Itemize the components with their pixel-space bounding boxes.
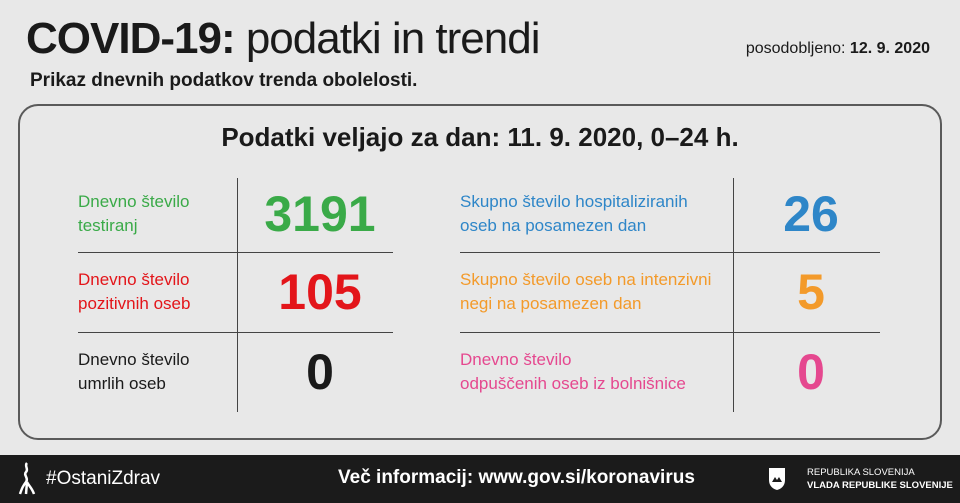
divider: [78, 332, 393, 333]
stat-value: 105: [278, 264, 362, 320]
stat-label: Dnevno število testiranj: [78, 190, 190, 238]
stat-label-line: odpuščenih oseb iz bolnišnice: [460, 374, 686, 393]
data-panel: [18, 104, 942, 440]
coat-of-arms-icon: [769, 468, 785, 490]
gov-line2: VLADA REPUBLIKE SLOVENIJE: [807, 480, 953, 491]
page-title: COVID-19: podatki in trendi: [26, 14, 541, 64]
stat-label-line: umrlih oseb: [78, 374, 166, 393]
stat-label: Dnevno število odpuščenih oseb iz bolnišn…: [460, 348, 686, 396]
footer: #OstaniZdrav Več informacij: www.gov.si/…: [0, 455, 960, 503]
title-light: podatki in trendi: [245, 14, 541, 63]
stat-label: Skupno število oseb na intenzivni negi na…: [460, 268, 711, 316]
updated: posodobljeno: 12. 9. 2020: [746, 40, 930, 58]
stat-value: 5: [797, 264, 825, 320]
title-bold: COVID-19:: [26, 14, 236, 63]
subtitle: Prikaz dnevnih podatkov trenda obolelost…: [30, 70, 418, 91]
stat-label-line: pozitivnih oseb: [78, 294, 191, 313]
divider: [237, 178, 238, 412]
stat-label-line: Dnevno število: [78, 270, 190, 289]
stat-label: Dnevno število umrlih oseb: [78, 348, 190, 396]
stat-label-line: negi na posamezen dan: [460, 294, 642, 313]
info-link[interactable]: Več informacij: www.gov.si/koronavirus: [338, 467, 695, 488]
stat-label-line: Dnevno število: [78, 350, 190, 369]
hashtag: #OstaniZdrav: [46, 468, 161, 489]
gov-line1: REPUBLIKA SLOVENIJA: [807, 467, 915, 478]
updated-label: posodobljeno:: [745, 40, 846, 57]
stat-label: Dnevno število pozitivnih oseb: [78, 268, 190, 316]
stat-label-line: Skupno število hospitaliziranih: [460, 192, 688, 211]
stat-label-line: oseb na posamezen dan: [460, 216, 647, 235]
updated-date: 12. 9. 2020: [849, 40, 930, 57]
stat-label-line: Skupno število oseb na intenzivni: [460, 270, 712, 289]
stat-value: 26: [783, 186, 839, 242]
divider: [460, 332, 880, 333]
stat-label-line: Dnevno število: [78, 192, 190, 211]
stat-value: 3191: [264, 186, 376, 242]
stat-value: 0: [797, 344, 825, 400]
stat-label: Skupno število hospitaliziranih oseb na p…: [460, 190, 688, 238]
figure-icon: [18, 462, 36, 495]
stat-label-line: testiranj: [78, 216, 138, 235]
divider: [733, 178, 734, 412]
stat-label-line: Dnevno število: [460, 350, 572, 369]
divider: [460, 252, 880, 253]
stat-value: 0: [306, 344, 334, 400]
panel-title: Podatki veljajo za dan: 11. 9. 2020, 0–2…: [221, 122, 739, 152]
divider: [78, 252, 393, 253]
